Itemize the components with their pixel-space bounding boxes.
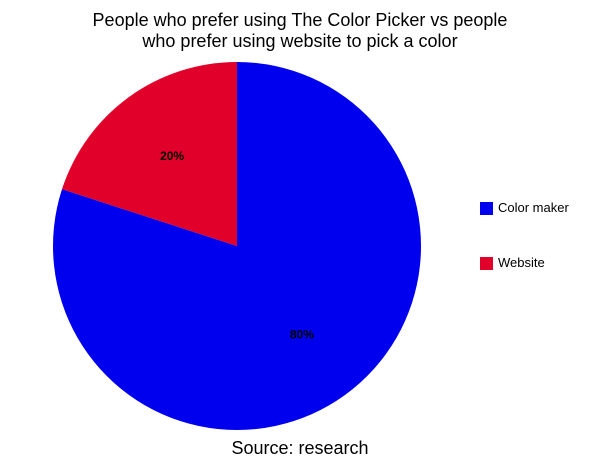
chart-caption: Source: research (231, 438, 369, 458)
pie-label-color-maker: 80% (290, 327, 314, 341)
legend-label-color-maker: Color maker (498, 200, 569, 215)
chart-title: People who prefer using The Color Picker… (0, 10, 600, 52)
pie-slice-website (62, 62, 237, 246)
legend-swatch-website (480, 256, 493, 270)
chart-title-line-1: People who prefer using The Color Picker… (92, 10, 508, 30)
pie-slices-group: 80% 20% (52, 62, 421, 430)
legend-item-website: Website (480, 255, 569, 271)
pie-label-website: 20% (160, 149, 184, 163)
legend-swatch-color-maker (480, 201, 493, 215)
chart-legend: Color maker Website (480, 200, 569, 310)
chart-title-line-2: who prefer using website to pick a color (142, 31, 458, 51)
legend-label-website: Website (498, 255, 545, 270)
legend-item-color-maker: Color maker (480, 200, 569, 216)
